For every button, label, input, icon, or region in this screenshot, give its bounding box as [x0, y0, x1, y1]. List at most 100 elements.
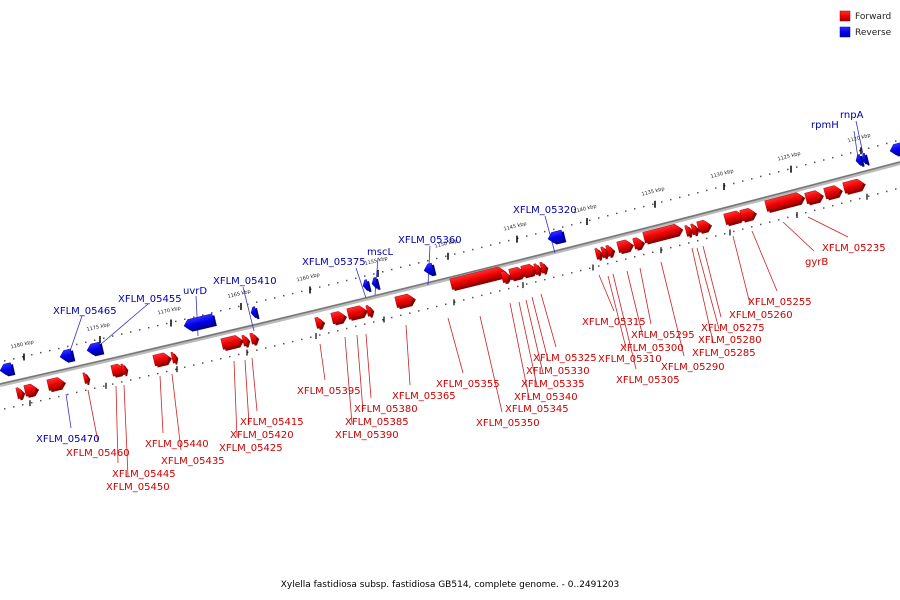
- track-dot: [706, 237, 708, 240]
- track-dot: [580, 221, 582, 224]
- track-dot: [850, 200, 852, 202]
- track-dot: [346, 327, 348, 330]
- gene-label-forward: XFLM_05450: [106, 482, 170, 493]
- track-dot: [256, 301, 258, 303]
- gene-body: [346, 305, 366, 320]
- forward-gene-feature: [600, 246, 610, 260]
- track-dot: [238, 353, 240, 356]
- leader-line: [159, 375, 164, 434]
- forward-gene-feature: [696, 219, 713, 234]
- track-dot: [868, 195, 870, 197]
- reverse-gene-feature: [362, 279, 372, 293]
- track-dot: [202, 362, 204, 364]
- track-dot: [679, 244, 681, 247]
- gene-body: [241, 334, 249, 347]
- track-dot: [157, 372, 159, 375]
- track-dot: [535, 281, 537, 283]
- track-dot: [409, 264, 411, 266]
- track-dot: [67, 345, 69, 348]
- gene-body: [533, 263, 541, 276]
- gene-body: [764, 192, 804, 212]
- gene-body: [59, 348, 74, 362]
- gene-label-forward: XFLM_05440: [145, 439, 209, 450]
- leader-line: [782, 221, 815, 252]
- gene-label-forward: XFLM_05345: [505, 404, 569, 415]
- track-dot: [841, 202, 843, 205]
- track-dot: [778, 219, 780, 221]
- track-dot: [139, 377, 141, 379]
- gene-label-reverse: XFLM_05410: [213, 276, 277, 287]
- track-dot: [94, 339, 96, 342]
- leader-line: [639, 267, 652, 325]
- gene-label-forward: XFLM_05305: [616, 375, 680, 386]
- leader-line: [525, 299, 544, 374]
- forward-track-dots: [4, 188, 897, 410]
- track-dot: [22, 404, 24, 406]
- track-dot: [598, 265, 600, 267]
- gene-body: [110, 363, 124, 377]
- forward-gene-feature: [723, 210, 745, 227]
- track-dot: [688, 242, 690, 244]
- track-dot: [130, 379, 132, 381]
- track-dot: [805, 211, 807, 214]
- track-dot: [769, 173, 771, 175]
- gene-label-forward: XFLM_05420: [230, 430, 294, 441]
- leader-line: [702, 245, 722, 318]
- track-dot: [301, 338, 303, 341]
- gene-label-forward: XFLM_05350: [476, 418, 540, 429]
- scale-tick-label: 1150 kbp: [434, 238, 458, 249]
- gene-label-forward: XFLM_05300: [620, 343, 684, 354]
- gene-label-forward: XFLM_05390: [335, 430, 399, 441]
- scale-tick-label: 1120 kbp: [847, 132, 871, 144]
- track-dot: [283, 294, 285, 297]
- track-dot: [85, 389, 87, 392]
- track-dot: [805, 163, 807, 166]
- track-dot: [13, 358, 15, 360]
- legend-reverse-swatch: [839, 26, 851, 38]
- track-dot: [580, 269, 582, 272]
- gene-label-reverse: XFLM_05360: [398, 235, 462, 246]
- legend-reverse-label: Reverse: [855, 28, 892, 38]
- track-dot: [859, 197, 861, 200]
- track-dot: [859, 149, 861, 152]
- track-dot: [58, 347, 60, 350]
- gene-body: [855, 154, 863, 166]
- track-dot: [193, 364, 195, 366]
- track-dot: [607, 262, 609, 265]
- track-dot: [76, 391, 78, 394]
- track-dot: [355, 325, 357, 328]
- track-dot: [337, 329, 339, 332]
- track-dot: [391, 316, 393, 319]
- gene-body: [46, 377, 64, 391]
- track-dot: [382, 271, 384, 273]
- forward-gene-feature: [823, 185, 843, 201]
- forward-gene-feature: [594, 248, 604, 261]
- leader-line: [626, 270, 644, 338]
- track-dot: [895, 140, 897, 142]
- track-dot: [751, 226, 753, 228]
- gene-body: [690, 223, 698, 236]
- gene-label-reverse: mscL: [367, 247, 393, 258]
- reverse-gene-feature: [861, 152, 870, 166]
- forward-gene-feature: [15, 387, 26, 401]
- track-dot: [454, 253, 456, 255]
- gene-body: [594, 248, 602, 260]
- track-dot: [301, 290, 303, 293]
- track-dot: [373, 321, 375, 323]
- track-dot: [742, 180, 744, 182]
- track-dot: [670, 246, 672, 249]
- track-dot: [823, 159, 825, 161]
- leader-line: [171, 373, 182, 451]
- gene-label-reverse: uvrD: [183, 286, 207, 297]
- track-dot: [643, 253, 645, 256]
- track-dot: [733, 230, 735, 233]
- legend-forward-label: Forward: [855, 12, 891, 22]
- track-dot: [481, 246, 483, 249]
- track-dot: [814, 209, 816, 212]
- track-dot: [256, 349, 258, 351]
- gene-body: [152, 352, 170, 367]
- leader-line: [374, 257, 379, 296]
- track-dot: [229, 355, 231, 358]
- leader-line: [518, 301, 538, 387]
- track-dot: [751, 178, 753, 180]
